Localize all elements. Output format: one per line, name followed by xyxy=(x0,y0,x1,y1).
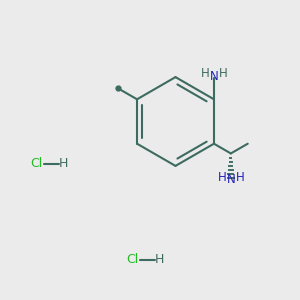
Text: H: H xyxy=(59,157,69,170)
Text: Cl: Cl xyxy=(126,253,138,266)
Text: N: N xyxy=(210,70,218,83)
Text: H: H xyxy=(155,253,165,266)
Text: H: H xyxy=(218,171,226,184)
Text: H: H xyxy=(236,171,244,184)
Text: Cl: Cl xyxy=(30,157,42,170)
Text: H: H xyxy=(201,67,209,80)
Text: N: N xyxy=(226,173,235,186)
Text: H: H xyxy=(219,67,227,80)
